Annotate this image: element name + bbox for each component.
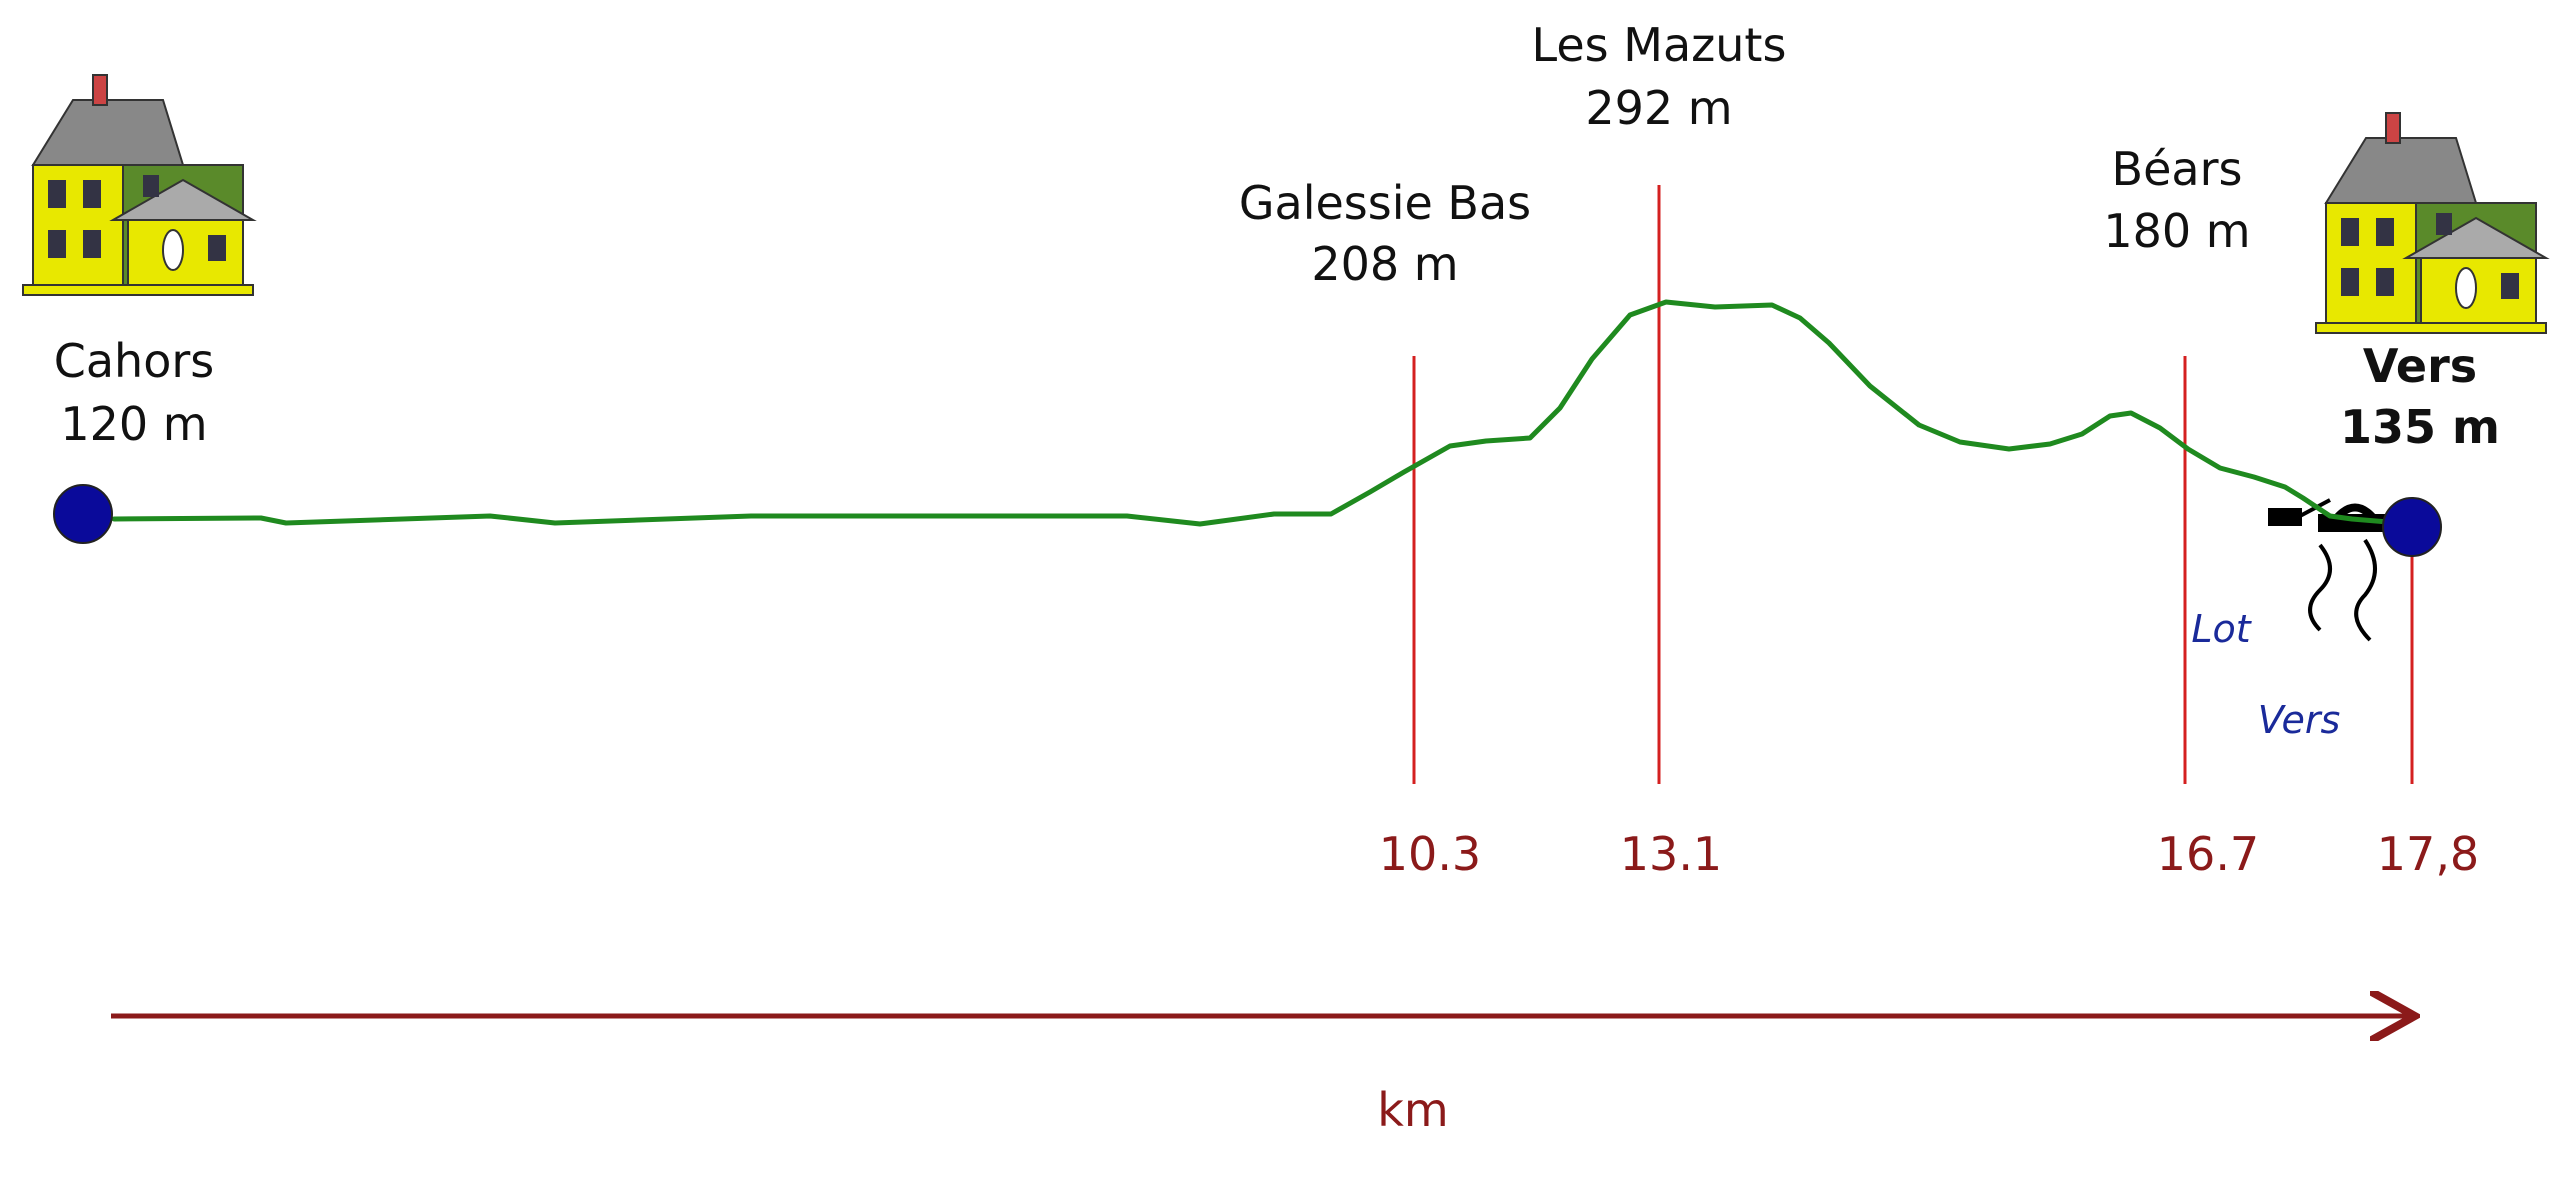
km-label: 13.1 — [1620, 827, 1722, 881]
profile-line — [111, 299, 2403, 527]
place-altitude: 292 m — [1585, 81, 1732, 135]
km-label: 17,8 — [2377, 827, 2479, 881]
km-label: 10.3 — [1379, 827, 1481, 881]
house-icon — [2315, 112, 2547, 334]
place-name: Les Mazuts — [1532, 18, 1787, 72]
place-name: Cahors — [54, 334, 214, 388]
place-name: Béars — [2112, 142, 2243, 196]
place-altitude: 135 m — [2340, 400, 2500, 454]
place-name: Galessie Bas — [1239, 176, 1531, 230]
place-name: Vers — [2363, 339, 2477, 393]
house-icon — [22, 74, 254, 296]
axis-label: km — [1377, 1083, 1448, 1137]
start-point — [53, 484, 113, 544]
place-altitude: 180 m — [2103, 204, 2250, 258]
river-label: Vers — [2258, 698, 2341, 742]
place-altitude: 208 m — [1311, 237, 1458, 291]
place-altitude: 120 m — [60, 397, 207, 451]
end-point — [2382, 497, 2442, 557]
river-label: Lot — [2191, 607, 2252, 651]
km-label: 16.7 — [2157, 827, 2259, 881]
